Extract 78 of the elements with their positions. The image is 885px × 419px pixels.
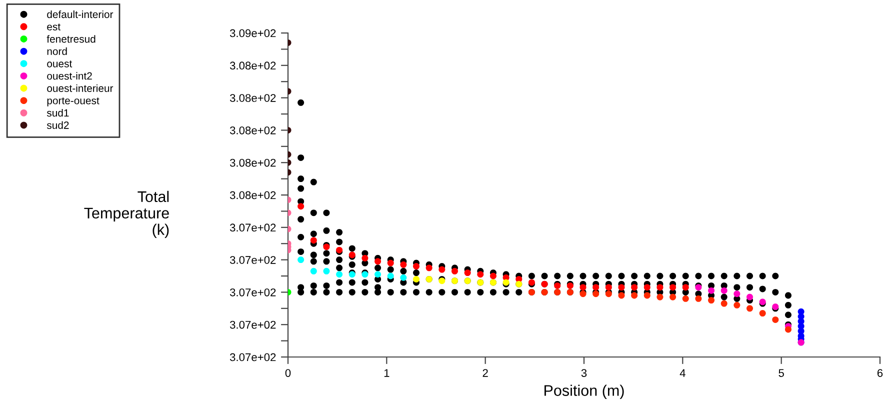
legend-label: est (47, 24, 60, 30)
point (682, 295, 689, 302)
y-tick-label: 3.09e+02 (230, 29, 276, 38)
y-tick-label: 3.08e+02 (230, 62, 276, 70)
point (670, 284, 676, 291)
point (310, 237, 317, 244)
point (298, 256, 304, 264)
point (746, 305, 754, 312)
point (336, 271, 343, 278)
point (708, 287, 715, 294)
point (323, 268, 330, 274)
legend-label: porte-ouest (47, 97, 100, 106)
legend-label: sud2 (46, 121, 69, 129)
point (618, 284, 625, 291)
y-tick-label: 3.07e+02 (230, 288, 276, 296)
y-tick-label: 3.07e+02 (230, 256, 276, 264)
point (580, 284, 586, 291)
legend-label: ouest-interieur (47, 84, 114, 92)
y-tick-label: 3.08e+02 (230, 126, 276, 134)
legend-label: ouest-int2 (47, 72, 92, 80)
point (605, 284, 612, 291)
point (746, 294, 754, 300)
point (451, 268, 458, 274)
legend-label: default-interior (47, 10, 114, 18)
point (362, 254, 368, 262)
y-tick-label: 3.08e+02 (230, 191, 276, 200)
y-tick-label: 3.07e+02 (230, 224, 276, 232)
point (618, 292, 625, 299)
y-axis-title: Total Temperature (k) (84, 190, 169, 238)
point (426, 264, 432, 272)
point (720, 300, 728, 307)
point (708, 297, 715, 304)
x-tick-label: 4 (680, 369, 686, 377)
point (644, 292, 650, 299)
x-tick-label: 0 (285, 369, 291, 377)
x-tick-label: 5 (778, 369, 784, 377)
point (400, 274, 407, 281)
point (464, 270, 471, 276)
point (298, 203, 304, 210)
point (656, 284, 664, 291)
legend-label: ouest (47, 60, 72, 68)
point (772, 316, 779, 323)
point (644, 284, 650, 291)
x-tick-label: 6 (877, 369, 883, 377)
point (682, 284, 689, 291)
x-axis-title: Position (m) (544, 384, 624, 399)
y-tick-label: 3.08e+02 (230, 94, 276, 102)
y-tick-label: 3.07e+02 (230, 353, 276, 362)
point (631, 284, 638, 291)
point (400, 261, 407, 268)
point (631, 292, 638, 299)
x-tick-label: 3 (581, 369, 587, 377)
point (413, 263, 420, 270)
point (759, 310, 766, 317)
point (784, 326, 792, 333)
point (490, 272, 496, 280)
point (734, 302, 740, 308)
legend-label: nord (47, 47, 67, 56)
point (374, 258, 382, 265)
x-tick-label: 1 (384, 369, 390, 377)
y-tick-label: 3.08e+02 (230, 158, 276, 167)
point (670, 294, 676, 300)
point (592, 284, 600, 291)
point (695, 295, 702, 302)
point (720, 287, 728, 294)
y-tick-label: 3.07e+02 (230, 320, 276, 329)
point (477, 271, 484, 278)
point (413, 276, 420, 282)
point (438, 266, 446, 273)
point (310, 268, 317, 274)
x-tick-label: 2 (482, 369, 488, 377)
point (374, 271, 382, 278)
point (656, 294, 664, 300)
point (387, 272, 394, 280)
point (387, 260, 394, 266)
legend-label: fenetresud (46, 35, 96, 43)
legend-label: sud1 (46, 108, 69, 117)
point (734, 290, 740, 298)
